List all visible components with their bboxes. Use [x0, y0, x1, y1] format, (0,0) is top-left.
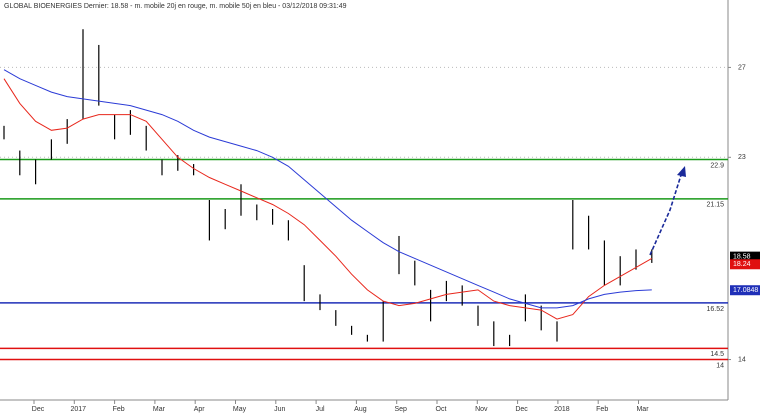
- x-tick-label: Oct: [436, 406, 447, 413]
- x-tick-label: Jul: [316, 406, 325, 413]
- last-value-label: 17.0848: [733, 287, 758, 294]
- forecast-arrow: [649, 166, 686, 256]
- moving-average-line: [3, 78, 653, 320]
- level-label: 16.52: [706, 306, 724, 313]
- last-value-box: [730, 259, 760, 270]
- x-tick-label: Jun: [274, 406, 285, 413]
- y-tick-label: 14: [738, 356, 746, 363]
- y-tick-label: 27: [738, 64, 746, 71]
- last-value-box: [730, 285, 760, 296]
- x-tick-label: Mar: [153, 406, 166, 413]
- level-label: 21.15: [706, 202, 724, 209]
- arrow-head: [677, 166, 686, 177]
- x-tick-label: Nov: [475, 406, 488, 413]
- level-label: 14.5: [710, 351, 724, 358]
- x-tick-label: 2017: [71, 406, 87, 413]
- moving-average-line: [3, 69, 652, 309]
- x-tick-label: 2018: [554, 406, 570, 413]
- arrow-line: [649, 171, 683, 256]
- level-label: 22.9: [710, 162, 724, 169]
- last-value-label: 18.24: [733, 261, 751, 268]
- x-tick-label: Dec: [515, 406, 528, 413]
- x-tick-label: Apr: [194, 406, 206, 413]
- x-tick-label: Mar: [636, 406, 649, 413]
- x-tick-label: Sep: [394, 406, 407, 413]
- y-tick-label: 23: [738, 154, 746, 161]
- level-label: 14: [716, 362, 724, 369]
- x-tick-label: May: [233, 406, 247, 413]
- last-value-label: 18.58: [733, 253, 751, 260]
- last-value-box: [730, 251, 760, 262]
- x-tick-label: Feb: [113, 406, 125, 413]
- x-tick-label: Aug: [354, 406, 367, 413]
- x-tick-label: Feb: [596, 406, 608, 413]
- chart-title: GLOBAL BIOENERGIES Dernier: 18.58 - m. m…: [4, 3, 347, 10]
- x-tick-label: Dec: [32, 406, 45, 413]
